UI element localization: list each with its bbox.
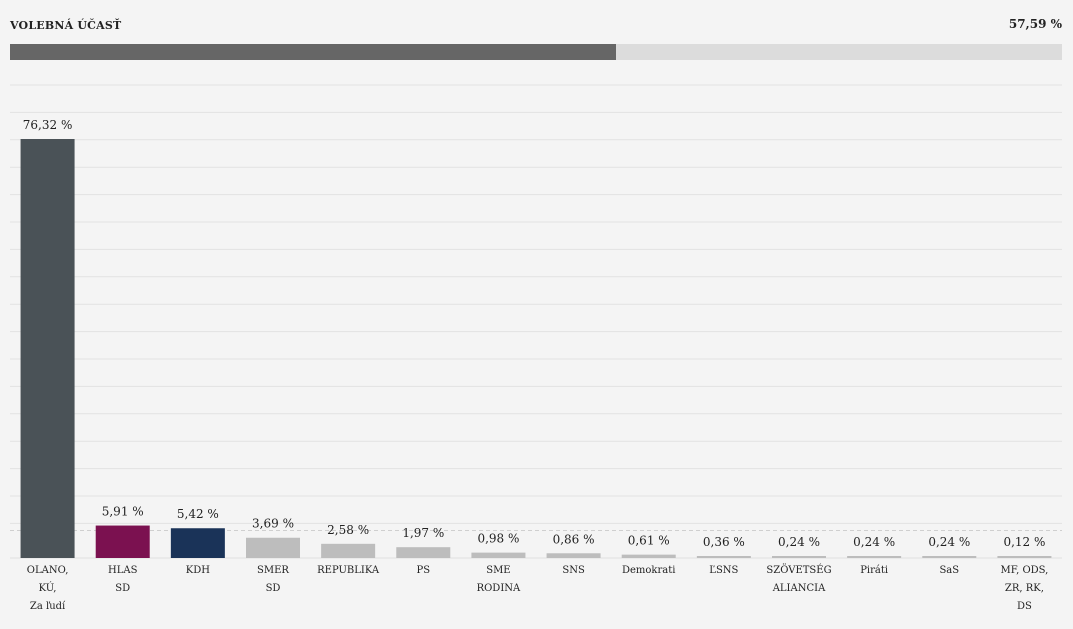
category-label-line: Za ľudí	[30, 601, 66, 612]
category-label-line: SMER	[257, 565, 289, 576]
category-label-line: SD	[266, 583, 281, 594]
bar-value-label: 0,86 %	[553, 532, 595, 546]
category-label-line: Demokrati	[622, 565, 675, 576]
category-label: OLANO, KÚ, Za ľudí	[27, 565, 69, 612]
category-label-line: SaS	[939, 565, 959, 576]
category-label: KDH	[186, 565, 210, 576]
bar-value-label: 0,24 %	[778, 535, 820, 549]
bar[interactable]	[396, 547, 451, 558]
category-label-line: REPUBLIKA	[317, 565, 380, 576]
category-label: HLAS SD	[108, 565, 138, 594]
bar-value-label: 5,42 %	[177, 507, 219, 521]
bar[interactable]	[772, 556, 826, 558]
bar-value-label: 1,97 %	[402, 526, 444, 540]
category-label-line: ĽSNS	[709, 565, 738, 576]
category-label: PS	[416, 565, 430, 576]
category-label: SNS	[562, 565, 585, 576]
bar-value-label: 0,12 %	[1003, 535, 1045, 549]
bar[interactable]	[847, 556, 902, 558]
category-label-line: SD	[115, 583, 130, 594]
category-label: SME RODINA	[477, 565, 521, 594]
bar-value-label: 0,24 %	[928, 535, 970, 549]
bar-value-label: 3,69 %	[252, 517, 294, 531]
category-label-line: SME	[486, 565, 510, 576]
category-label-line: ALIANCIA	[772, 583, 826, 594]
bar-value-label: 0,36 %	[703, 535, 745, 549]
category-label: ĽSNS	[709, 565, 738, 576]
category-label-line: KÚ,	[39, 582, 57, 594]
category-label-line: ZR, RK,	[1005, 583, 1044, 594]
bar[interactable]	[321, 543, 376, 558]
bar[interactable]	[621, 554, 676, 558]
category-label-line: HLAS	[108, 565, 138, 576]
bar-value-label: 0,61 %	[628, 534, 670, 548]
category-label-line: KDH	[186, 565, 210, 576]
category-label: Demokrati	[622, 565, 675, 576]
bar[interactable]	[95, 525, 150, 558]
bar-value-label: 0,24 %	[853, 535, 895, 549]
bar[interactable]	[246, 537, 300, 558]
category-label-line: Piráti	[860, 565, 888, 576]
bar[interactable]	[546, 553, 601, 558]
category-label: SaS	[939, 565, 959, 576]
bar[interactable]	[696, 556, 751, 558]
bar-value-label: 76,32 %	[23, 118, 73, 132]
gridlines	[10, 84, 1062, 524]
category-label: REPUBLIKA	[317, 565, 380, 576]
bar[interactable]	[471, 552, 526, 558]
turnout-value: 57,59 %	[1008, 17, 1062, 31]
category-label-line: PS	[416, 565, 430, 576]
category-label: Piráti	[860, 565, 888, 576]
turnout-progress-fill	[10, 44, 616, 60]
category-label-line: SNS	[562, 565, 585, 576]
bar-value-label: 2,58 %	[327, 523, 369, 537]
category-label-line: MF, ODS,	[1000, 565, 1048, 576]
turnout-label: VOLEBNÁ ÚČASŤ	[10, 19, 122, 32]
turnout-progress-bar	[10, 44, 1062, 60]
category-label-line: SZÖVETSÉG	[766, 564, 831, 576]
bar[interactable]	[20, 139, 75, 558]
bar[interactable]	[922, 556, 977, 558]
category-label-line: RODINA	[477, 583, 521, 594]
category-label: SZÖVETSÉG ALIANCIA	[766, 564, 831, 594]
bar[interactable]	[170, 528, 225, 558]
bar-value-label: 0,98 %	[477, 532, 519, 546]
category-label-line: OLANO,	[27, 565, 69, 576]
category-label-line: DS	[1017, 601, 1032, 612]
bar-value-label: 5,91 %	[102, 505, 144, 519]
bar[interactable]	[997, 556, 1052, 558]
category-label: SMER SD	[257, 565, 289, 594]
category-label: MF, ODS, ZR, RK, DS	[1000, 565, 1048, 612]
